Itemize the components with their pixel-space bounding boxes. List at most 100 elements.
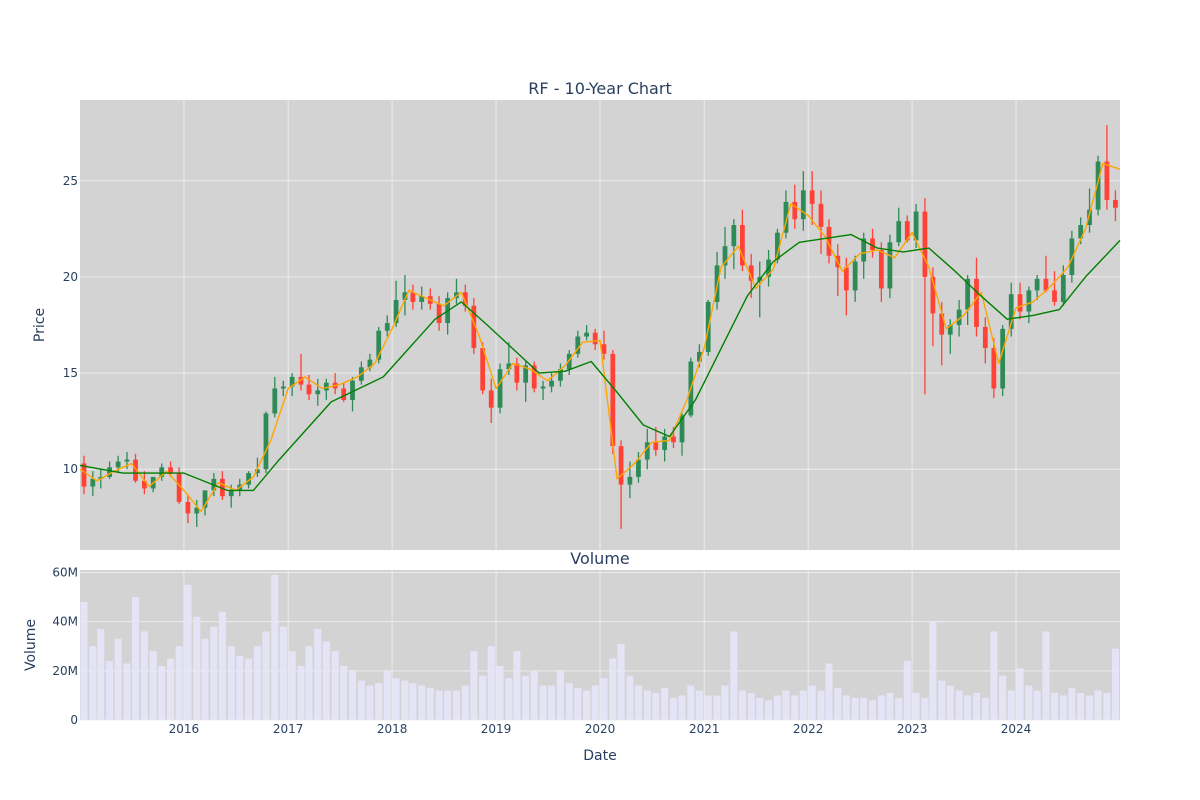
volume-bar bbox=[210, 626, 218, 720]
volume-bar bbox=[877, 695, 885, 720]
volume-bar bbox=[626, 675, 634, 720]
volume-bar bbox=[1007, 690, 1015, 720]
candlestick-body bbox=[133, 459, 138, 481]
candlestick-body bbox=[740, 225, 745, 266]
volume-bar bbox=[1025, 685, 1033, 720]
candlestick-body bbox=[1095, 161, 1101, 210]
volume-bar bbox=[236, 656, 244, 720]
price-y-tick-label: 25 bbox=[63, 174, 78, 188]
volume-bar bbox=[556, 670, 564, 720]
candlestick-body bbox=[991, 348, 997, 389]
volume-panel: 0 20M 40M 60M 2016 2017 2018 2019 2020 2021 2022 20… bbox=[52, 565, 1120, 736]
candlestick-body bbox=[1104, 161, 1110, 200]
volume-bar bbox=[600, 678, 608, 720]
price-y-tick-label: 15 bbox=[63, 366, 78, 380]
candlestick-body bbox=[540, 386, 546, 389]
candlestick-body bbox=[601, 344, 607, 354]
candlestick-body bbox=[662, 436, 668, 450]
candlestick-body bbox=[809, 190, 815, 204]
volume-bar bbox=[695, 690, 703, 720]
volume-bar bbox=[738, 690, 746, 720]
volume-bar bbox=[366, 685, 374, 720]
candlestick-body bbox=[246, 473, 251, 485]
candlestick-body bbox=[124, 459, 130, 462]
candlestick-body bbox=[878, 250, 884, 289]
candlestick-body bbox=[783, 201, 789, 233]
volume-bar bbox=[981, 697, 989, 720]
volume-bar bbox=[80, 601, 88, 720]
volume-bar bbox=[539, 685, 547, 720]
volume-y-tick-label: 40M bbox=[52, 615, 78, 629]
volume-bar bbox=[591, 685, 599, 720]
volume-bar bbox=[972, 692, 981, 720]
candlestick-body bbox=[531, 365, 537, 389]
volume-bar bbox=[1085, 695, 1094, 720]
volume-bar bbox=[279, 626, 287, 720]
volume-bar bbox=[704, 695, 712, 720]
date-axis-title: Date bbox=[583, 748, 616, 764]
candlestick-body bbox=[731, 225, 737, 247]
candlestick-body bbox=[410, 292, 416, 302]
candlestick-body bbox=[974, 278, 979, 327]
candlestick-body bbox=[81, 463, 87, 487]
candlestick-body bbox=[1087, 209, 1092, 225]
candlestick-body bbox=[393, 300, 399, 324]
volume-bar bbox=[513, 651, 521, 720]
candlestick-body bbox=[402, 292, 408, 300]
candlestick-body bbox=[1078, 225, 1084, 239]
volume-bar bbox=[167, 658, 175, 720]
volume-bar bbox=[253, 646, 261, 720]
candlestick-body bbox=[558, 369, 563, 381]
price-chart-title: RF - 10-Year Chart bbox=[528, 79, 671, 98]
volume-axis-title: Volume bbox=[23, 619, 39, 671]
volume-bar bbox=[375, 683, 383, 720]
volume-bar bbox=[903, 660, 911, 720]
volume-bar bbox=[782, 690, 790, 720]
candlestick-body bbox=[1113, 200, 1118, 208]
short-moving-average-line bbox=[79, 162, 1121, 513]
volume-y-tick-label: 0 bbox=[70, 713, 78, 727]
volume-bar bbox=[479, 675, 487, 720]
candlestick-body bbox=[584, 332, 589, 337]
candlestick-body bbox=[566, 353, 572, 370]
candlestick-body bbox=[436, 303, 442, 324]
long-moving-average-line bbox=[79, 233, 1121, 492]
volume-bar bbox=[201, 638, 209, 720]
volume-bar bbox=[946, 685, 954, 720]
volume-chart-title: Volume bbox=[570, 549, 630, 568]
volume-bar bbox=[322, 641, 330, 720]
candlestick-body bbox=[549, 380, 554, 387]
candlestick-body bbox=[506, 363, 512, 370]
candlestick-body bbox=[1017, 294, 1023, 312]
volume-bar bbox=[158, 665, 166, 720]
volume-bar bbox=[929, 621, 937, 720]
candlestick-body bbox=[419, 296, 425, 302]
candlestick-body bbox=[671, 436, 676, 443]
candlestick-body bbox=[818, 203, 824, 227]
volume-bar bbox=[409, 683, 417, 720]
volume-bar bbox=[271, 574, 279, 720]
volume-bar bbox=[97, 629, 105, 720]
price-panel: 10 15 20 25 bbox=[63, 100, 1121, 550]
candlestick-body bbox=[748, 265, 754, 281]
candlestick-body bbox=[272, 388, 278, 414]
volume-bar bbox=[383, 670, 391, 720]
volume-bar bbox=[245, 658, 253, 720]
volume-bar bbox=[938, 680, 946, 720]
volume-bar bbox=[868, 700, 877, 720]
candlestick-body bbox=[904, 221, 910, 241]
volume-bar bbox=[921, 697, 929, 720]
candlestick-body bbox=[843, 267, 849, 291]
candlestick-body bbox=[280, 386, 286, 389]
candlestick-body bbox=[350, 380, 355, 400]
candlestick-body bbox=[315, 390, 321, 395]
volume-bar bbox=[834, 688, 842, 720]
candlestick-body bbox=[107, 467, 112, 477]
candlestick-body bbox=[514, 363, 520, 383]
candlestick-body bbox=[1026, 290, 1032, 312]
volume-bar bbox=[609, 658, 617, 720]
price-y-tick-label: 10 bbox=[63, 462, 78, 476]
candlestick-body bbox=[480, 348, 486, 391]
volume-bar bbox=[357, 680, 365, 720]
volume-bar bbox=[297, 665, 305, 720]
